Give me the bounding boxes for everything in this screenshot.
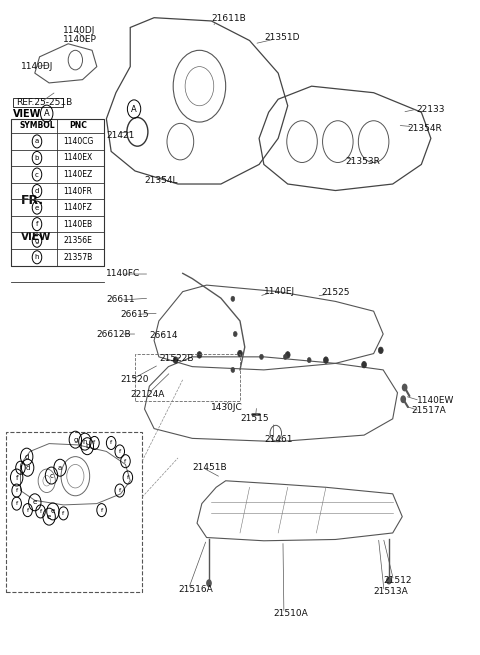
Circle shape xyxy=(283,354,287,360)
Text: 1140DJ: 1140DJ xyxy=(63,26,96,35)
Text: g: g xyxy=(35,238,39,244)
Text: b: b xyxy=(35,155,39,161)
Text: 1140FR: 1140FR xyxy=(63,187,93,196)
Text: 21515: 21515 xyxy=(240,415,269,423)
Circle shape xyxy=(402,384,408,392)
Circle shape xyxy=(378,347,383,354)
Bar xyxy=(135,354,240,401)
Text: 26611: 26611 xyxy=(107,295,135,304)
Text: 21351D: 21351D xyxy=(264,33,300,42)
Text: 26614: 26614 xyxy=(149,331,178,340)
Circle shape xyxy=(173,357,178,364)
Text: d: d xyxy=(24,454,29,460)
Text: PNC: PNC xyxy=(69,121,87,130)
Circle shape xyxy=(233,331,237,337)
Text: b: b xyxy=(85,443,89,449)
Text: f: f xyxy=(94,440,96,445)
Circle shape xyxy=(231,367,235,373)
Text: 21513A: 21513A xyxy=(373,587,408,596)
Text: d: d xyxy=(35,188,39,194)
Circle shape xyxy=(231,296,235,301)
Text: 21516A: 21516A xyxy=(178,585,213,594)
Text: e: e xyxy=(47,514,51,519)
Text: e: e xyxy=(51,508,55,514)
Text: FR.: FR. xyxy=(21,194,44,207)
Text: 1140DJ: 1140DJ xyxy=(21,62,53,71)
Circle shape xyxy=(285,352,290,358)
Text: f: f xyxy=(119,449,121,454)
Text: 1140EB: 1140EB xyxy=(63,219,93,229)
Text: f: f xyxy=(100,508,103,513)
Text: 1140EJ: 1140EJ xyxy=(264,287,295,296)
Text: 21357B: 21357B xyxy=(63,253,93,262)
Text: c: c xyxy=(49,472,53,479)
Text: f: f xyxy=(19,465,22,470)
Text: 21353R: 21353R xyxy=(345,157,380,166)
Text: a: a xyxy=(35,138,39,144)
Text: 26612B: 26612B xyxy=(97,329,132,339)
Text: f: f xyxy=(15,488,18,493)
Text: REF.25-251B: REF.25-251B xyxy=(16,98,72,107)
Circle shape xyxy=(386,576,392,584)
Text: f: f xyxy=(124,458,127,464)
Circle shape xyxy=(238,350,242,357)
Circle shape xyxy=(307,358,311,363)
Text: SYMBOL: SYMBOL xyxy=(19,121,55,130)
Text: VIEW: VIEW xyxy=(21,233,51,242)
Text: h: h xyxy=(83,439,87,445)
Text: f: f xyxy=(26,508,29,513)
Text: A: A xyxy=(44,109,49,118)
Text: 21611B: 21611B xyxy=(211,14,246,24)
Text: e: e xyxy=(35,204,39,211)
Text: a: a xyxy=(58,465,62,471)
Text: 21517A: 21517A xyxy=(412,407,446,415)
Text: A: A xyxy=(131,105,137,113)
Text: 1140EZ: 1140EZ xyxy=(63,170,93,179)
Text: 21520: 21520 xyxy=(120,375,149,384)
Text: g: g xyxy=(73,437,78,443)
Text: 21356E: 21356E xyxy=(63,236,92,245)
Text: 21421: 21421 xyxy=(107,130,135,140)
Text: c: c xyxy=(35,172,39,178)
Text: 1140EW: 1140EW xyxy=(417,396,454,405)
Circle shape xyxy=(197,352,202,358)
Text: 22133: 22133 xyxy=(417,105,445,113)
Text: 26615: 26615 xyxy=(120,310,149,319)
Text: 1140FZ: 1140FZ xyxy=(63,203,92,212)
Text: f: f xyxy=(127,475,129,480)
Circle shape xyxy=(260,354,264,360)
Text: f: f xyxy=(15,501,18,506)
Text: d: d xyxy=(25,465,30,471)
Text: f: f xyxy=(110,440,112,445)
Text: VIEW: VIEW xyxy=(13,109,42,119)
Text: 1430JC: 1430JC xyxy=(211,403,243,411)
Text: 1140EP: 1140EP xyxy=(63,35,97,44)
Text: f: f xyxy=(62,511,64,516)
Bar xyxy=(11,119,104,265)
Text: 21354L: 21354L xyxy=(144,176,178,185)
Text: 21510A: 21510A xyxy=(274,608,308,618)
Circle shape xyxy=(206,579,212,587)
Text: e: e xyxy=(33,499,37,505)
Circle shape xyxy=(362,362,366,368)
Text: 21525: 21525 xyxy=(321,288,349,297)
Bar xyxy=(13,98,63,107)
Text: 21522B: 21522B xyxy=(159,354,193,364)
Text: 22124A: 22124A xyxy=(130,390,165,398)
Text: h: h xyxy=(35,254,39,260)
Text: 21512: 21512 xyxy=(383,576,412,585)
Text: 1140CG: 1140CG xyxy=(63,137,93,146)
Text: 21354R: 21354R xyxy=(407,124,442,133)
Text: f: f xyxy=(15,474,18,481)
Text: f: f xyxy=(39,509,42,514)
Circle shape xyxy=(400,396,406,403)
Text: 1140EX: 1140EX xyxy=(63,153,93,162)
Text: f: f xyxy=(119,488,121,493)
Text: 1140FC: 1140FC xyxy=(107,269,141,278)
Circle shape xyxy=(324,357,328,364)
Text: f: f xyxy=(36,221,38,227)
Text: 21451B: 21451B xyxy=(192,463,227,472)
Text: 21461: 21461 xyxy=(264,435,292,444)
